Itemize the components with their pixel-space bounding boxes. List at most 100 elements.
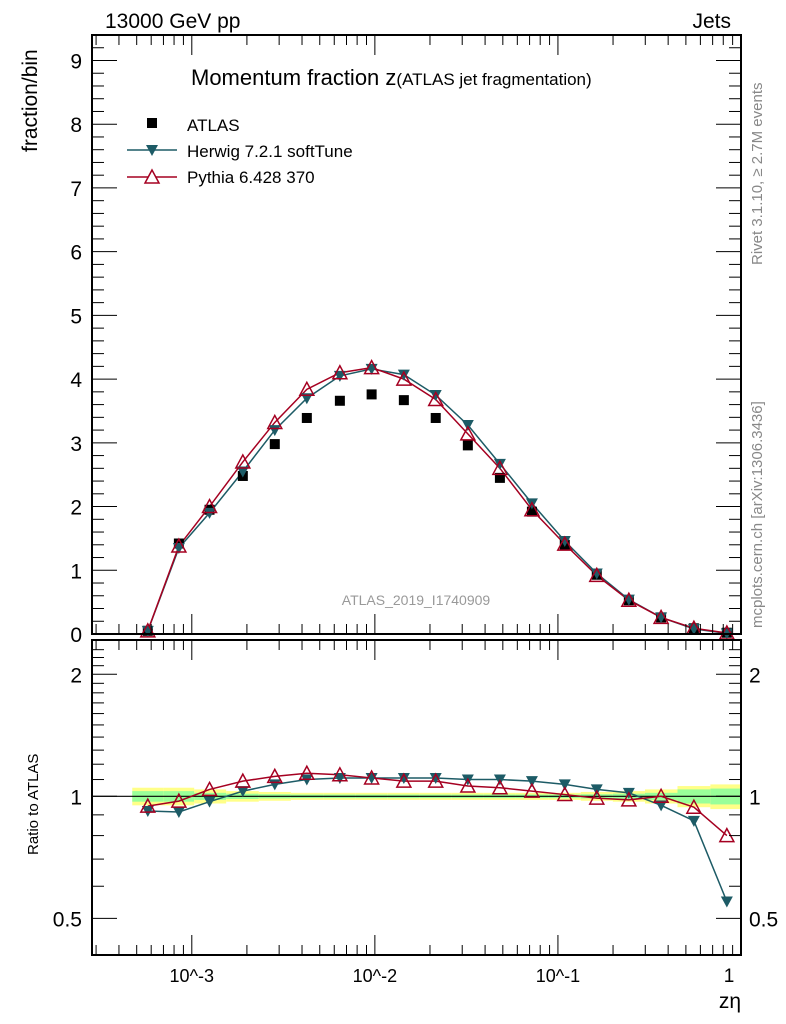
herwig-ratio-point xyxy=(655,800,668,812)
y-tick-label: 2 xyxy=(70,497,82,520)
x-tick-label: 10^-2 xyxy=(353,966,397,986)
mcplots-label: mcplots.cern.ch [arXiv:1306.3436] xyxy=(749,401,766,628)
pythia-ratio-point xyxy=(459,777,477,793)
atlas-point xyxy=(269,439,280,450)
ratio-y-tick-label-right: 2 xyxy=(749,664,761,687)
pythia-ratio-point xyxy=(523,782,541,798)
herwig-point xyxy=(558,535,571,547)
pythia-ratio-point xyxy=(395,772,413,788)
pythia-ratio-point xyxy=(331,766,349,782)
herwig-ratio-point xyxy=(525,776,538,788)
x-tick-label: 1 xyxy=(724,966,735,987)
pythia-point xyxy=(491,459,509,476)
pythia-point xyxy=(427,390,444,407)
y-tick-label: 6 xyxy=(70,242,82,265)
pythia-ratio-point xyxy=(718,827,736,843)
pythia-ratio-point xyxy=(652,787,670,804)
chart-title: Momentum fraction z(ATLAS jet fragmentat… xyxy=(191,65,592,90)
watermark: ATLAS_2019_I1740909 xyxy=(342,592,491,608)
y-tick-label: 3 xyxy=(70,433,82,456)
herwig-ratio-point xyxy=(203,796,216,808)
pythia-ratio-point xyxy=(298,764,316,780)
y-tick-label: 0 xyxy=(70,624,82,647)
pythia-ratio-line xyxy=(147,772,728,837)
legend-label-pythia: Pythia 6.428 370 xyxy=(187,168,315,187)
herwig-point xyxy=(203,507,216,519)
header-left: 13000 GeV pp xyxy=(105,10,240,33)
atlas-point xyxy=(334,395,345,406)
pythia-point xyxy=(556,535,574,551)
ratio-plot xyxy=(139,764,736,908)
ratio-y-tick-label-left: 1 xyxy=(70,786,82,809)
y-tick-label: 8 xyxy=(70,114,82,137)
pythia-ratio-point xyxy=(201,780,218,797)
herwig-point xyxy=(590,568,603,580)
herwig-ratio-point xyxy=(429,772,442,784)
herwig-ratio-point xyxy=(687,815,700,827)
pythia-point xyxy=(234,453,252,469)
ratio-frame xyxy=(91,639,742,956)
ratio-y-tick-label-left: 2 xyxy=(70,664,82,687)
herwig-point xyxy=(493,458,506,470)
legend-marker-herwig xyxy=(146,145,158,156)
herwig-ratio-point xyxy=(720,896,733,908)
y-tick-label: 9 xyxy=(70,50,82,73)
ratio-error-bands xyxy=(92,784,741,810)
herwig-point xyxy=(333,370,346,382)
y-axis-label: fraction/bin xyxy=(19,49,42,152)
atlas-point xyxy=(494,472,505,483)
pythia-ratio-point xyxy=(685,798,703,814)
atlas-point xyxy=(398,395,409,406)
pythia-ratio-point xyxy=(266,767,284,784)
legend: ATLAS Herwig 7.2.1 softTune Pythia 6.428… xyxy=(127,116,353,187)
pythia-ratio-point xyxy=(427,772,444,788)
pythia-point xyxy=(298,380,316,397)
atlas-point xyxy=(366,389,377,400)
pythia-ratio-point xyxy=(139,797,157,813)
x-tick-label: 10^-1 xyxy=(536,966,580,986)
ratio-y-tick-label-right: 0.5 xyxy=(749,908,778,931)
herwig-point xyxy=(236,466,249,478)
legend-label-herwig: Herwig 7.2.1 softTune xyxy=(187,142,353,161)
pythia-point xyxy=(523,501,541,517)
pythia-point xyxy=(588,566,606,583)
chart-title-main: Momentum fraction z xyxy=(191,65,396,90)
main-plot xyxy=(139,359,736,640)
x-tick-labels: 10^-3 10^-2 10^-1 1 xyxy=(170,966,735,987)
pythia-point xyxy=(266,413,284,430)
pythia-ratio-point xyxy=(363,769,380,785)
herwig-ratio-point xyxy=(558,779,571,791)
legend-marker-atlas xyxy=(147,118,157,128)
pythia-ratio-point xyxy=(588,789,606,805)
atlas-point xyxy=(526,506,537,517)
herwig-ratio-point xyxy=(172,806,185,818)
pythia-point xyxy=(620,591,638,607)
y-tick-label: 5 xyxy=(70,305,82,328)
pythia-point xyxy=(201,497,218,514)
pythia-ratio-point xyxy=(234,772,252,788)
herwig-point xyxy=(429,390,442,402)
herwig-ratio-point xyxy=(397,772,410,784)
y-tick-label: 7 xyxy=(70,178,82,201)
axes: 0 1 2 3 4 5 6 7 8 9 0.5 0.5 1 1 2 2 xyxy=(53,34,778,956)
pythia-ratio-point xyxy=(620,791,638,807)
pythia-point xyxy=(395,370,413,386)
herwig-point xyxy=(397,369,410,381)
x-tick-label: 10^-3 xyxy=(170,966,214,986)
x-axis-label: zη xyxy=(719,990,741,1013)
ratio-y-axis-label: Ratio to ATLAS xyxy=(25,754,42,855)
ratio-y-tick-label-left: 0.5 xyxy=(53,908,82,931)
legend-marker-pythia xyxy=(143,168,161,184)
atlas-point xyxy=(430,412,441,423)
pythia-point xyxy=(363,359,380,375)
atlas-point xyxy=(462,440,473,451)
y-tick-label: 1 xyxy=(70,560,82,583)
legend-label-atlas: ATLAS xyxy=(187,116,240,135)
atlas-point xyxy=(301,412,312,423)
header-right: Jets xyxy=(692,10,731,33)
ratio-y-tick-label-right: 1 xyxy=(749,786,761,809)
pythia-point xyxy=(170,537,188,553)
pythia-ratio-point xyxy=(170,792,188,808)
pythia-ratio-point xyxy=(556,785,574,802)
